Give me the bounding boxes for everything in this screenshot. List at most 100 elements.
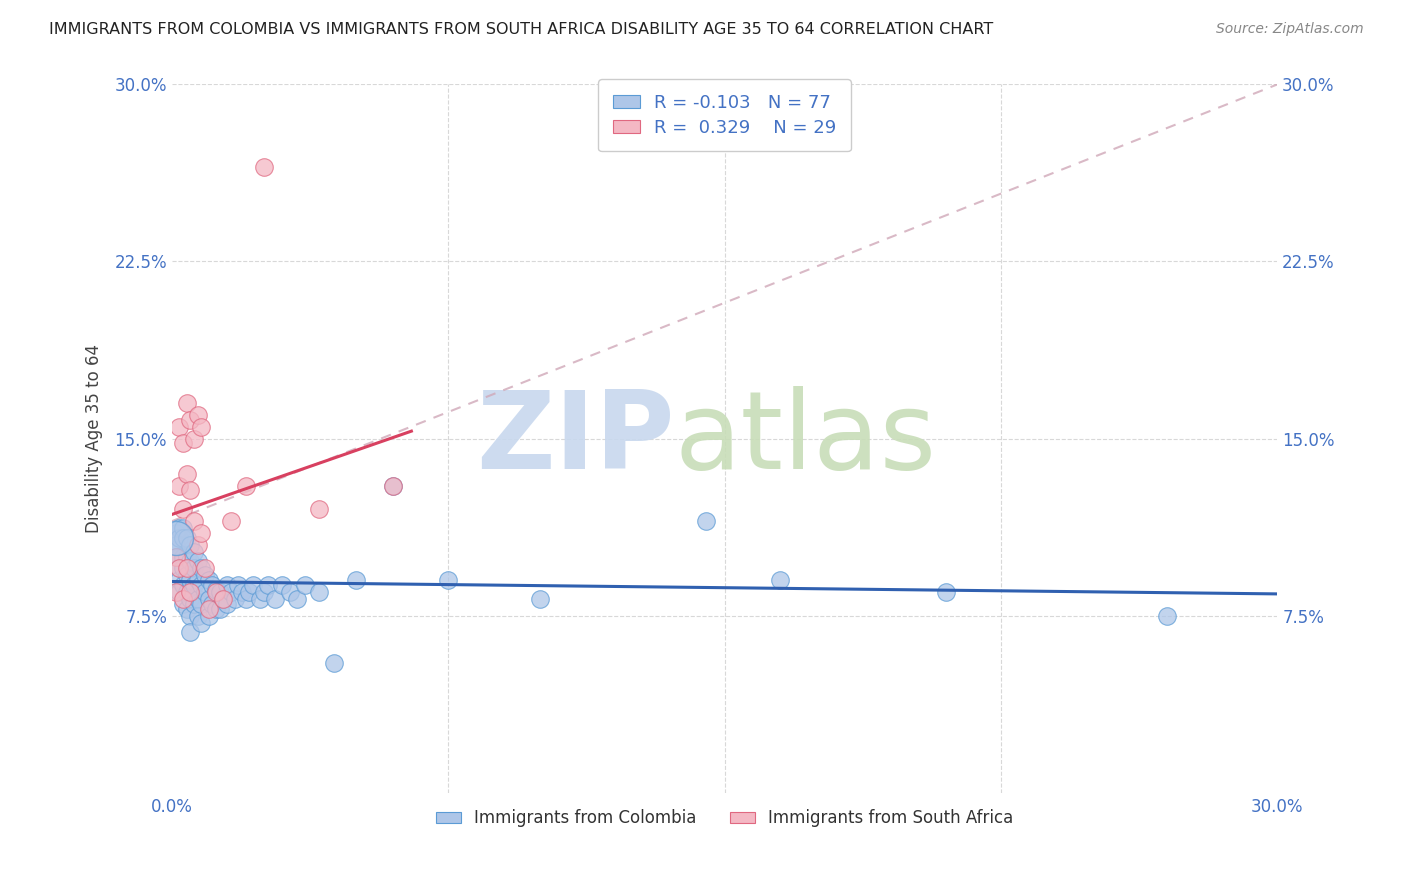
Point <box>264 592 287 607</box>
Point <box>205 582 228 597</box>
Point <box>165 538 187 552</box>
Point <box>190 526 212 541</box>
Point <box>190 561 212 575</box>
Point <box>205 601 228 615</box>
Point <box>179 412 201 426</box>
Point <box>187 608 209 623</box>
Point <box>197 592 219 607</box>
Point <box>212 592 235 607</box>
Point <box>935 585 957 599</box>
Point <box>183 597 205 611</box>
Point <box>176 561 198 575</box>
Point <box>169 531 191 545</box>
Point <box>205 585 228 599</box>
Point <box>172 502 194 516</box>
Point <box>165 549 187 564</box>
Point <box>197 608 219 623</box>
Point <box>197 573 219 587</box>
Point <box>179 608 201 623</box>
Legend: Immigrants from Colombia, Immigrants from South Africa: Immigrants from Colombia, Immigrants fro… <box>429 803 1021 834</box>
Point <box>179 554 201 568</box>
Point <box>179 585 201 599</box>
Text: ZIP: ZIP <box>477 385 675 491</box>
Point <box>256 578 278 592</box>
Point <box>344 573 367 587</box>
Point <box>179 592 201 607</box>
Point <box>381 479 404 493</box>
Point <box>179 483 201 498</box>
Point <box>169 561 191 575</box>
Point <box>219 514 242 528</box>
Point <box>769 573 792 587</box>
Point <box>172 549 194 564</box>
Y-axis label: Disability Age 35 to 64: Disability Age 35 to 64 <box>86 344 103 533</box>
Point <box>165 549 187 564</box>
Text: Source: ZipAtlas.com: Source: ZipAtlas.com <box>1216 22 1364 37</box>
Point <box>235 592 257 607</box>
Point <box>176 467 198 481</box>
Point <box>190 578 212 592</box>
Point <box>183 432 205 446</box>
Point <box>208 601 231 615</box>
Point <box>169 561 191 575</box>
Point <box>219 585 242 599</box>
Point <box>194 561 217 575</box>
Point <box>172 531 194 545</box>
Point <box>208 585 231 599</box>
Point <box>238 585 260 599</box>
Point <box>183 578 205 592</box>
Point <box>235 479 257 493</box>
Point <box>187 554 209 568</box>
Point <box>217 578 239 592</box>
Point <box>201 578 224 592</box>
Point <box>172 436 194 450</box>
Point <box>176 585 198 599</box>
Point <box>179 573 201 587</box>
Point <box>249 592 271 607</box>
Point <box>169 573 191 587</box>
Point <box>187 573 209 587</box>
Point <box>190 615 212 630</box>
Point <box>176 531 198 545</box>
Point <box>224 592 246 607</box>
Point <box>194 585 217 599</box>
Point <box>169 521 191 535</box>
Point <box>253 160 276 174</box>
Point <box>437 573 460 587</box>
Point <box>187 538 209 552</box>
Point <box>187 592 209 607</box>
Point <box>172 561 194 575</box>
Point <box>308 585 330 599</box>
Text: IMMIGRANTS FROM COLOMBIA VS IMMIGRANTS FROM SOUTH AFRICA DISABILITY AGE 35 TO 64: IMMIGRANTS FROM COLOMBIA VS IMMIGRANTS F… <box>49 22 994 37</box>
Point <box>176 396 198 410</box>
Point <box>190 597 212 611</box>
Point <box>183 561 205 575</box>
Point <box>695 514 717 528</box>
Point <box>271 578 294 592</box>
Point <box>179 625 201 640</box>
Point <box>226 578 249 592</box>
Point <box>169 549 191 564</box>
Point <box>190 419 212 434</box>
Point <box>179 538 201 552</box>
Point <box>323 656 346 670</box>
Point <box>183 545 205 559</box>
Point <box>381 479 404 493</box>
Point <box>176 601 198 615</box>
Point <box>242 578 264 592</box>
Point <box>201 597 224 611</box>
Point <box>253 585 276 599</box>
Point <box>294 578 316 592</box>
Text: atlas: atlas <box>675 385 936 491</box>
Point <box>169 419 191 434</box>
Point <box>183 514 205 528</box>
Point <box>194 568 217 582</box>
Point <box>165 526 187 541</box>
Point <box>169 585 191 599</box>
Point <box>187 408 209 422</box>
Point <box>231 585 253 599</box>
Point <box>308 502 330 516</box>
Point <box>172 597 194 611</box>
Point <box>197 601 219 615</box>
Point <box>176 549 198 564</box>
